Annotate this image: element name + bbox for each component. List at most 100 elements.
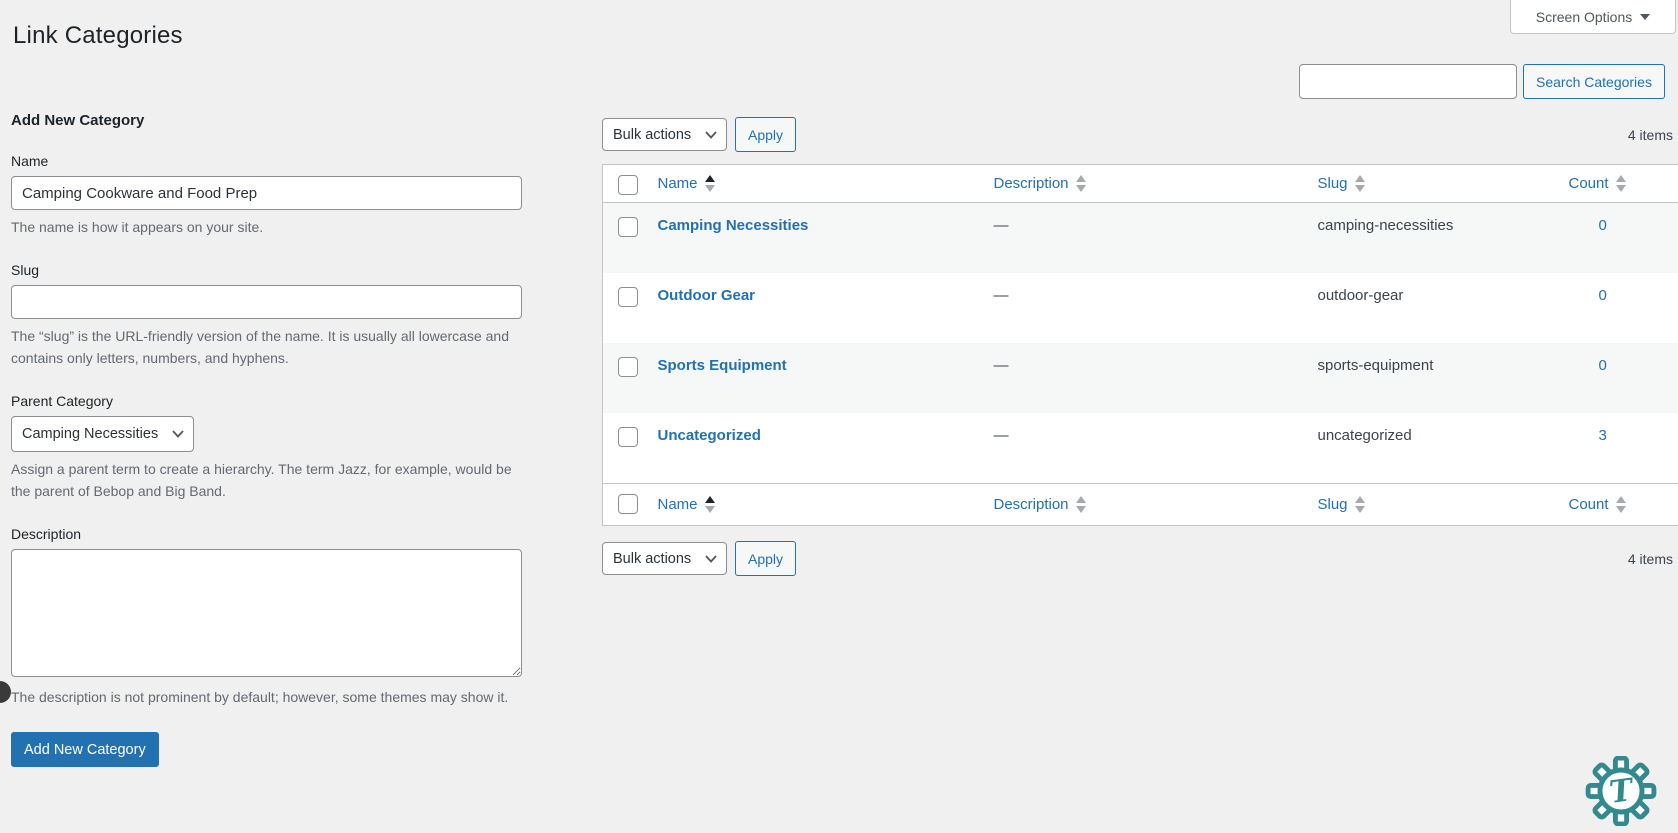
search-categories-button[interactable]: Search Categories — [1523, 64, 1665, 99]
description-label: Description — [11, 526, 82, 542]
column-header-name[interactable]: Name — [658, 496, 715, 513]
column-header-count[interactable]: Count — [1569, 496, 1626, 513]
bulk-actions-select-top[interactable]: Bulk actions — [602, 118, 727, 151]
sort-desc-icon — [1075, 506, 1086, 513]
select-all-checkbox-bottom[interactable] — [618, 494, 638, 514]
caret-down-icon — [1640, 13, 1651, 20]
category-slug: outdoor-gear — [1317, 287, 1404, 304]
categories-table: Name Description — [602, 164, 1678, 526]
categories-table-section: Bulk actions Apply 4 items Name — [602, 117, 1678, 576]
category-count-link[interactable]: 0 — [1598, 357, 1607, 374]
slug-field: Slug The “slug” is the URL-friendly vers… — [11, 262, 522, 369]
sort-indicator — [1615, 496, 1626, 513]
tablenav-top: Bulk actions Apply 4 items — [602, 117, 1678, 152]
category-name-link[interactable]: Outdoor Gear — [657, 287, 756, 304]
description-help: The description is not prominent by defa… — [11, 689, 509, 705]
category-count-link[interactable]: 0 — [1598, 217, 1607, 234]
sort-indicator — [704, 175, 715, 192]
column-header-slug[interactable]: Slug — [1318, 175, 1365, 192]
category-slug-input[interactable] — [11, 285, 522, 319]
apply-button-bottom[interactable]: Apply — [735, 541, 797, 576]
category-count-link[interactable]: 0 — [1598, 287, 1607, 304]
category-name-link[interactable]: Camping Necessities — [657, 217, 809, 234]
sort-asc-icon — [1615, 496, 1626, 503]
parent-category-select[interactable]: Camping Necessities — [11, 416, 194, 452]
sort-desc-icon — [1615, 506, 1626, 513]
slug-label: Slug — [11, 262, 40, 278]
search-box: Search Categories — [1299, 64, 1665, 99]
sort-asc-icon — [704, 496, 715, 503]
items-count-top: 4 items — [1627, 126, 1673, 143]
sort-desc-icon — [704, 506, 715, 513]
name-field: Name The name is how it appears on your … — [11, 153, 522, 238]
table-header: Name Description — [602, 164, 1678, 203]
category-slug: camping-necessities — [1317, 217, 1454, 234]
sort-indicator — [1615, 175, 1626, 192]
sort-asc-icon — [1354, 175, 1365, 182]
form-heading: Add New Category — [11, 112, 145, 129]
column-header-description[interactable]: Description — [994, 175, 1086, 192]
sort-indicator — [1354, 496, 1365, 513]
row-checkbox[interactable] — [618, 427, 638, 447]
table-body: Camping Necessities — camping-necessitie… — [602, 202, 1678, 484]
category-description: — — [993, 217, 1009, 234]
sort-asc-icon — [1615, 175, 1626, 182]
table-row: Outdoor Gear — outdoor-gear 0 — [603, 273, 1678, 343]
screen-options-toggle[interactable]: Screen Options — [1510, 0, 1676, 34]
items-count-bottom: 4 items — [1627, 550, 1673, 567]
table-row: Sports Equipment — sports-equipment 0 — [602, 343, 1678, 413]
column-header-slug[interactable]: Slug — [1318, 496, 1365, 513]
page-title: Link Categories — [13, 22, 183, 49]
row-checkbox[interactable] — [618, 357, 638, 377]
slug-help: The “slug” is the URL-friendly version o… — [11, 328, 509, 366]
category-slug: sports-equipment — [1317, 357, 1434, 374]
sort-asc-icon — [1354, 496, 1365, 503]
description-field: Description The description is not promi… — [11, 526, 522, 708]
sort-indicator — [1075, 175, 1086, 192]
name-help: The name is how it appears on your site. — [11, 219, 264, 235]
name-label: Name — [11, 153, 49, 169]
sort-desc-icon — [1354, 506, 1365, 513]
edge-dot — [0, 681, 11, 703]
add-new-category-button[interactable]: Add New Category — [11, 732, 159, 767]
screen-options-label: Screen Options — [1535, 8, 1633, 25]
sort-indicator — [1354, 175, 1365, 192]
column-header-name[interactable]: Name — [658, 175, 715, 192]
bulk-actions-select-bottom[interactable]: Bulk actions — [602, 542, 727, 575]
apply-button-top[interactable]: Apply — [735, 117, 797, 152]
category-description: — — [993, 287, 1009, 304]
search-input[interactable] — [1299, 64, 1517, 99]
sort-indicator — [704, 496, 715, 513]
category-slug: uncategorized — [1317, 427, 1412, 444]
row-checkbox[interactable] — [618, 287, 638, 307]
column-header-count[interactable]: Count — [1569, 175, 1626, 192]
category-description: — — [993, 427, 1009, 444]
parent-category-help: Assign a parent term to create a hierarc… — [11, 461, 512, 499]
table-footer: Name Description — [602, 483, 1678, 526]
gear-logo-icon: T — [1585, 756, 1657, 826]
sort-indicator — [1075, 496, 1086, 513]
select-all-checkbox-top[interactable] — [618, 175, 638, 195]
description-textarea[interactable] — [11, 549, 522, 677]
sort-desc-icon — [1075, 185, 1086, 192]
sort-asc-icon — [704, 175, 715, 182]
tablenav-bottom: Bulk actions Apply 4 items — [602, 541, 1678, 576]
parent-category-field: Parent Category Camping Necessities Assi… — [11, 393, 522, 502]
sort-asc-icon — [1075, 175, 1086, 182]
sort-asc-icon — [1075, 496, 1086, 503]
category-name-input[interactable] — [11, 176, 522, 210]
sort-desc-icon — [1615, 185, 1626, 192]
category-name-link[interactable]: Sports Equipment — [657, 357, 787, 374]
category-name-link[interactable]: Uncategorized — [657, 427, 761, 444]
sort-desc-icon — [1354, 185, 1365, 192]
category-count-link[interactable]: 3 — [1598, 427, 1607, 444]
column-header-description[interactable]: Description — [994, 496, 1086, 513]
parent-category-label: Parent Category — [11, 393, 113, 409]
sort-desc-icon — [704, 185, 715, 192]
row-checkbox[interactable] — [618, 217, 638, 237]
table-row: Camping Necessities — camping-necessitie… — [602, 202, 1678, 273]
table-row: Uncategorized — uncategorized 3 — [603, 413, 1678, 484]
add-category-form: Add New Category Name The name is how it… — [11, 112, 522, 767]
category-description: — — [993, 357, 1009, 374]
